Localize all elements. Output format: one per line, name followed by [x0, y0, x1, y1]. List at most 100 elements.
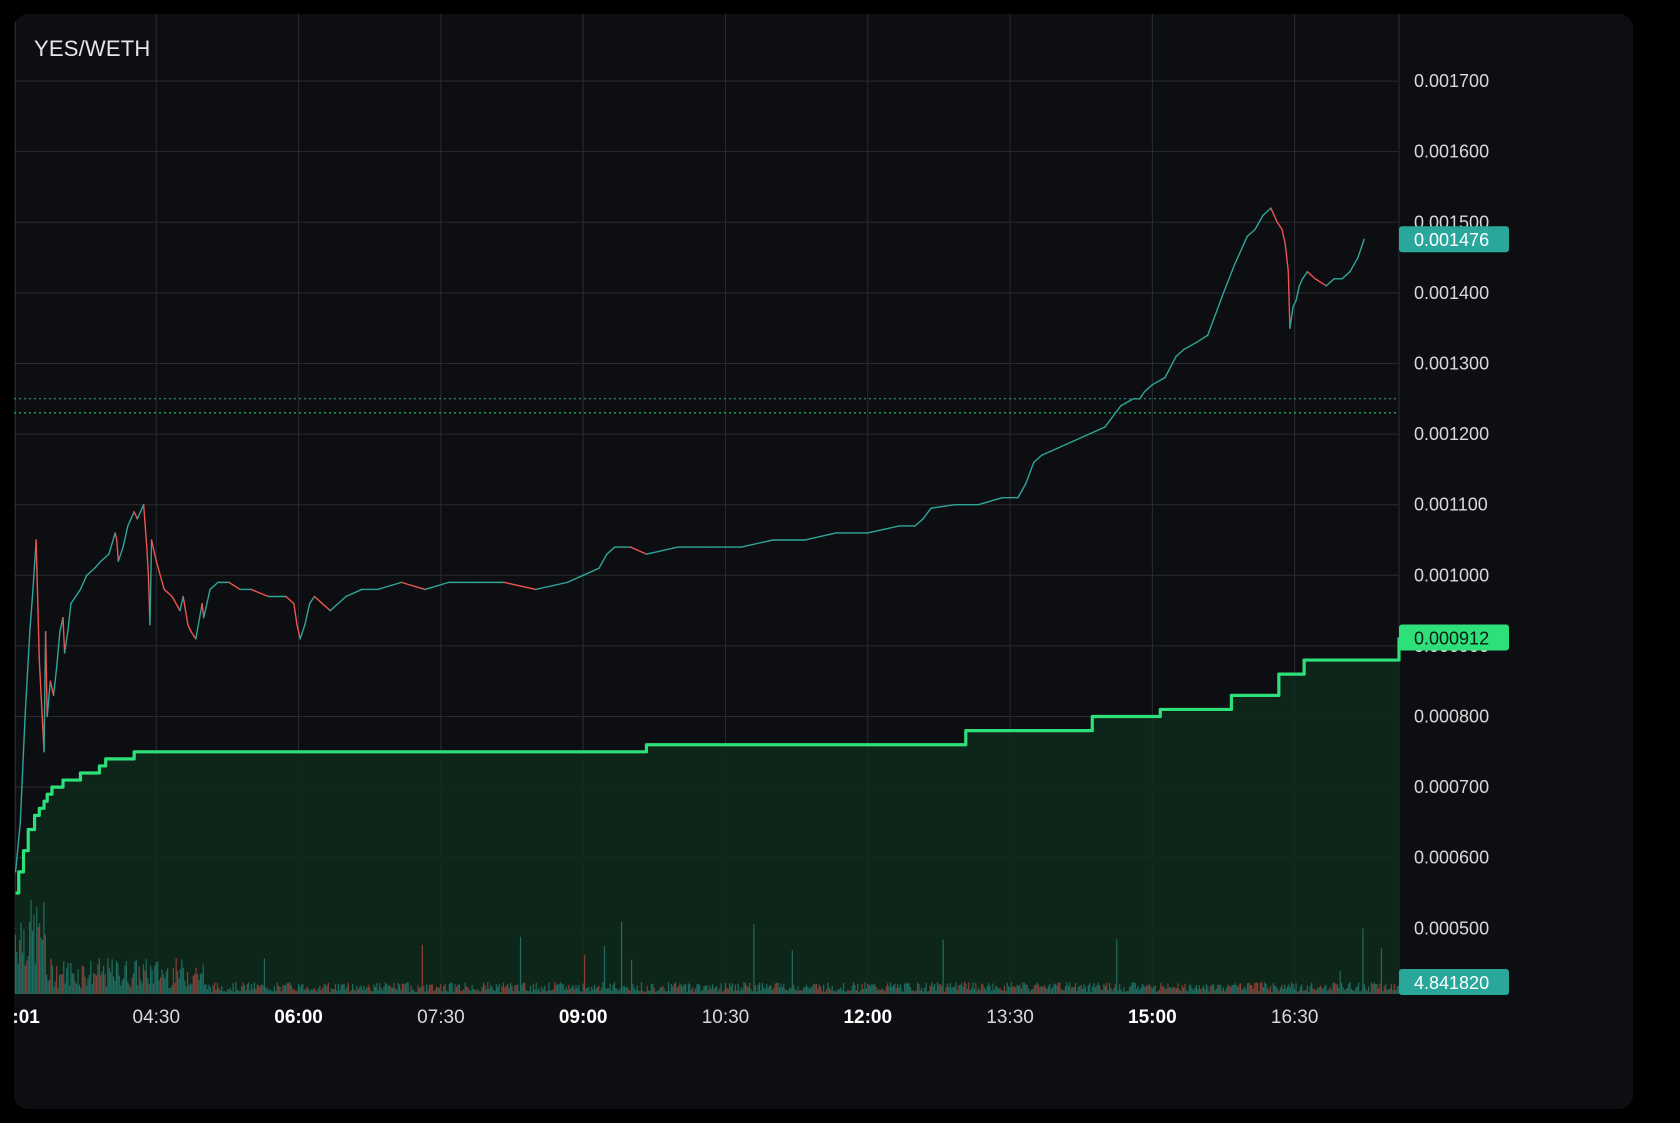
volume-bar [830, 989, 832, 994]
volume-bar [117, 963, 119, 994]
volume-bar [720, 983, 722, 994]
volume-bar [1276, 989, 1279, 994]
volume-bar [337, 984, 339, 994]
volume-bar [721, 991, 724, 994]
volume-bar [475, 990, 478, 994]
volume-bar [946, 983, 949, 994]
volume-bar [848, 990, 850, 994]
volume-bar [214, 982, 216, 994]
volume-bar [1160, 982, 1162, 994]
volume-bar [710, 988, 712, 994]
volume-bar [209, 987, 211, 994]
price-line-segment [1341, 271, 1351, 280]
volume-bar [657, 990, 660, 994]
volume-bar [1117, 990, 1119, 994]
volume-bar [1214, 990, 1216, 994]
volume-bar [791, 950, 793, 994]
volume-bar [811, 986, 813, 994]
volume-bar [1396, 985, 1398, 994]
price-line-segment [293, 602, 298, 626]
volume-bar [134, 961, 136, 994]
volume-bar [1372, 983, 1374, 994]
volume-bar [906, 983, 909, 994]
volume-bar [1284, 984, 1286, 994]
volume-bar [864, 982, 866, 994]
volume-bar [635, 990, 637, 994]
volume-bar [741, 989, 744, 994]
volume-bar [413, 989, 415, 994]
price-line-segment [1072, 433, 1090, 442]
volume-bar [1086, 991, 1088, 994]
volume-bar [235, 982, 237, 994]
volume-bar [1200, 989, 1202, 994]
volume-bar [683, 984, 685, 994]
volume-bar [1057, 982, 1060, 994]
volume-bar [871, 984, 873, 994]
volume-bar [999, 988, 1001, 994]
volume-bar [996, 986, 998, 994]
volume-bar [727, 988, 729, 994]
volume-bar [640, 982, 643, 994]
volume-bar [490, 985, 492, 994]
volume-bar [324, 984, 327, 994]
price-line-segment [187, 624, 192, 633]
volume-bar [185, 986, 187, 994]
volume-bar [1178, 988, 1180, 994]
volume-bar [1221, 990, 1223, 994]
volume-bar [992, 983, 994, 994]
volume-bar [67, 963, 69, 994]
volume-bar [1180, 990, 1182, 994]
volume-bar [1040, 986, 1042, 994]
volume-bar [684, 984, 687, 994]
volume-bar [552, 989, 554, 994]
price-line-segment [14, 821, 22, 873]
volume-bar [953, 986, 956, 994]
price-line-segment [1281, 228, 1286, 245]
volume-bar [1037, 984, 1040, 994]
volume-bar [407, 982, 409, 994]
volume-bar [164, 978, 166, 994]
price-line-segment [44, 631, 48, 718]
volume-bar [305, 988, 307, 994]
volume-bar [921, 987, 923, 994]
volume-bar [878, 989, 880, 994]
volume-bar [370, 990, 372, 994]
volume-bar [707, 989, 709, 994]
volume-bar [756, 991, 758, 994]
volume-bar [797, 986, 799, 994]
volume-bar [389, 985, 391, 994]
volume-bar [1204, 989, 1206, 994]
volume-bar [215, 989, 217, 994]
volume-bar [1073, 987, 1075, 994]
volume-bar [919, 990, 921, 994]
price-line-segment [1287, 271, 1291, 329]
volume-bar [195, 967, 197, 994]
volume-bar [157, 961, 159, 994]
volume-bar [865, 988, 867, 994]
volume-bar [287, 983, 290, 994]
volume-bar [633, 988, 635, 994]
volume-bar [734, 984, 737, 994]
volume-bar [122, 978, 125, 994]
volume-bar [56, 965, 58, 994]
price-line-segment [122, 525, 129, 548]
volume-bar [1023, 982, 1025, 994]
chart-panel[interactable]: 0.001700 0.001600 0.001500 0.001400 0.001300… [14, 14, 1633, 1109]
volume-bar [838, 989, 840, 994]
volume-bar [194, 974, 196, 994]
volume-bar [965, 983, 967, 994]
volume-bar [1111, 991, 1114, 994]
volume-bar [216, 982, 219, 994]
volume-bar [275, 991, 277, 994]
volume-bar [73, 973, 75, 994]
price-line-segment [308, 595, 316, 605]
price-chart[interactable]: 0.0017000.0016000.0015000.0014000.001300… [14, 14, 1633, 1109]
volume-bar [980, 983, 983, 994]
volume-bar [860, 989, 862, 994]
volume-bar [1008, 986, 1010, 994]
volume-bar [831, 985, 833, 994]
volume-bar [1288, 984, 1290, 994]
volume-bar [1137, 985, 1139, 994]
volume-bar [471, 984, 473, 994]
volume-bar [450, 982, 452, 994]
